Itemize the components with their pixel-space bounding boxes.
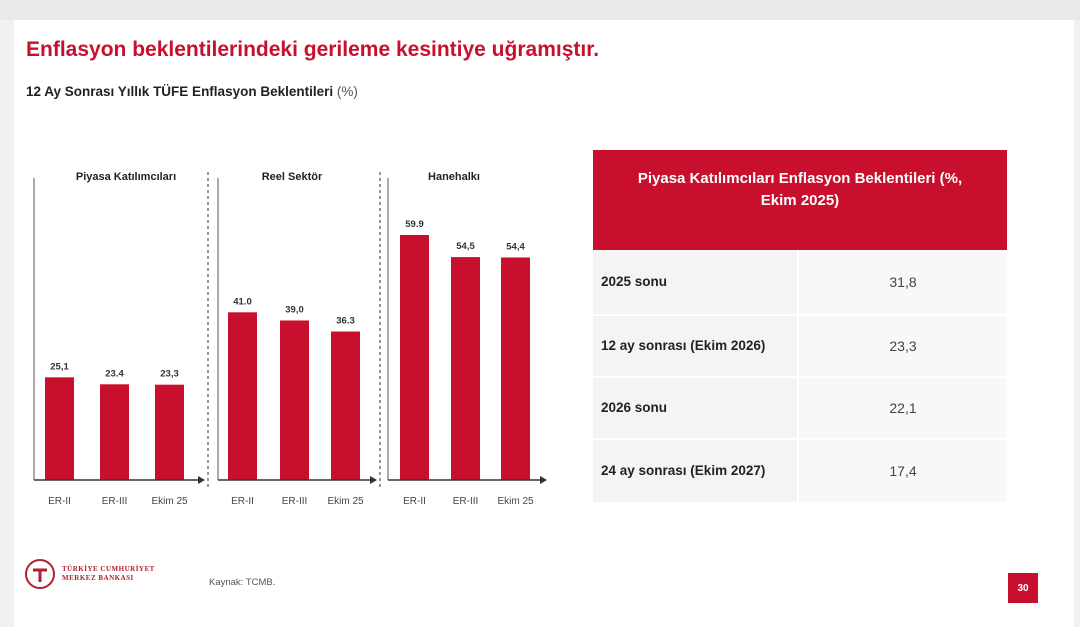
row-label: 2026 sonu [593, 378, 799, 438]
row-value: 22,1 [799, 378, 1007, 438]
bar [451, 257, 480, 480]
table-row: 2026 sonu 22,1 [593, 378, 1007, 440]
expectations-table: Piyasa Katılımcıları Enflasyon Beklentil… [593, 150, 1007, 504]
category-label: ER-II [231, 496, 254, 507]
row-label: 2025 sonu [593, 250, 799, 314]
bar-value-label: 23.4 [105, 368, 124, 379]
bar-value-label: 41.0 [233, 296, 252, 307]
category-label: Ekim 25 [151, 496, 188, 507]
axis-arrow [198, 476, 205, 484]
category-label: Ekim 25 [327, 496, 364, 507]
row-value: 17,4 [799, 440, 1007, 502]
table-row: 12 ay sonrası (Ekim 2026) 23,3 [593, 316, 1007, 378]
top-bar [0, 0, 1080, 20]
category-label: ER-II [403, 496, 426, 507]
logo-line1: TÜRKİYE CUMHURİYET [62, 565, 155, 573]
category-label: ER-III [282, 496, 308, 507]
slide-title: Enflasyon beklentilerindeki gerileme kes… [26, 38, 600, 61]
category-label: ER-III [102, 496, 128, 507]
bar [228, 312, 257, 480]
category-label: ER-II [48, 496, 71, 507]
logo-text: TÜRKİYE CUMHURİYET MERKEZ BANKASI [62, 565, 155, 583]
chart-title: Piyasa Katılımcıları [76, 171, 176, 183]
axis-arrow [370, 476, 377, 484]
bar-value-label: 25,1 [50, 361, 69, 372]
bar-value-label: 59.9 [405, 219, 424, 230]
bar [280, 320, 309, 480]
bar-charts: Piyasa Katılımcıları 25,1 ER-II 23.4 ER-III 2… [33, 171, 547, 507]
logo-line2: MERKEZ BANKASI [62, 574, 134, 582]
bar [45, 377, 74, 480]
axis-arrow [540, 476, 547, 484]
table-row: 24 ay sonrası (Ekim 2027) 17,4 [593, 440, 1007, 504]
bar-value-label: 54,5 [456, 241, 475, 252]
subtitle-unit: (%) [336, 84, 358, 99]
bar [501, 257, 530, 480]
source-note: Kaynak: TCMB. [209, 577, 276, 588]
chart-subtitle: 12 Ay Sonrası Yıllık TÜFE Enflasyon Bekl… [26, 84, 358, 99]
tcmb-emblem-icon [25, 559, 55, 589]
tcmb-logo: TÜRKİYE CUMHURİYET MERKEZ BANKASI [24, 556, 184, 592]
chart-title: Hanehalkı [428, 171, 480, 183]
bar [400, 235, 429, 480]
row-value: 31,8 [799, 250, 1007, 314]
bar-value-label: 39,0 [285, 304, 304, 315]
category-label: ER-III [453, 496, 479, 507]
category-label: Ekim 25 [497, 496, 534, 507]
bar [331, 331, 360, 480]
row-label: 12 ay sonrası (Ekim 2026) [593, 316, 799, 376]
bar [155, 384, 184, 480]
table-row: 2025 sonu 31,8 [593, 250, 1007, 316]
chart-title: Reel Sektör [262, 171, 323, 183]
page-number: 30 [1008, 573, 1038, 603]
row-label: 24 ay sonrası (Ekim 2027) [593, 440, 799, 502]
row-value: 23,3 [799, 316, 1007, 376]
bar-value-label: 54,4 [506, 241, 525, 252]
bar-value-label: 36.3 [336, 316, 355, 327]
bar [100, 384, 129, 480]
table-header: Piyasa Katılımcıları Enflasyon Beklentil… [593, 150, 1007, 250]
subtitle-text: 12 Ay Sonrası Yıllık TÜFE Enflasyon Bekl… [26, 84, 334, 99]
bar-value-label: 23,3 [160, 369, 179, 380]
